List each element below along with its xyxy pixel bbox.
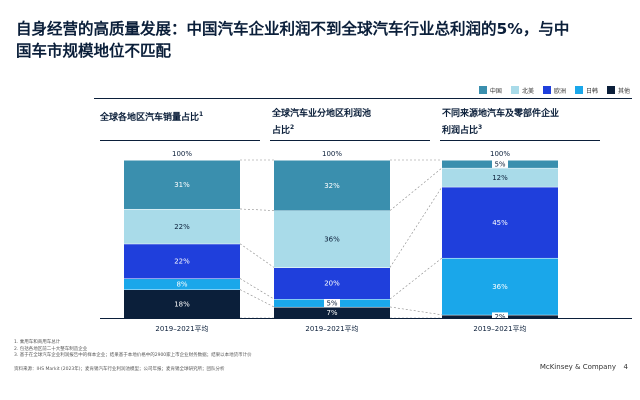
footnotes: 1. 乘用车和商用车总计 2. 包括各地区前二十大整车制造企业 3. 基于在全球…: [14, 340, 252, 360]
legend-item-europe: 欧洲: [542, 86, 566, 95]
legend-item-china: 中国: [478, 86, 502, 95]
legend-label-japan-korea: 日韩: [585, 87, 598, 95]
panel-divider-3: [440, 140, 600, 141]
panel-title-profit-pool-footnote-mark: 2: [290, 124, 295, 131]
page-title: 自身经营的高质量发展：中国汽车企业利润不到全球汽车行业总利润的5%，与中 国车市…: [16, 18, 632, 62]
data-label: 31%: [174, 181, 190, 189]
panel-title-profit-pool: 全球汽车业分地区利润池 占比2: [272, 108, 371, 138]
legend-label-europe: 欧洲: [553, 87, 566, 95]
header-divider: [94, 98, 632, 99]
panel-title-origin-profit-footnote-mark: 3: [478, 124, 483, 131]
connector-line: [239, 243, 275, 268]
legend-swatch-north-america: [510, 86, 519, 94]
bar-segment-2-北美: [442, 167, 558, 187]
bar-segment-0-欧洲: [124, 243, 240, 279]
legend-label-north-america: 北美: [521, 87, 534, 95]
bar-segment-0-北美: [124, 208, 240, 244]
panel-divider-2: [270, 140, 430, 141]
page-number: 4: [623, 363, 628, 371]
data-label: 5%: [326, 299, 337, 307]
bar-segment-1-其他: [274, 306, 390, 318]
data-label: 45%: [492, 219, 508, 227]
data-label: 22%: [174, 223, 190, 231]
category-label: 2019–2021平均: [473, 324, 526, 333]
legend-swatch-other: [606, 86, 615, 94]
bar-segment-0-其他: [124, 289, 240, 318]
source-note: 资料来源：IHS Markit (2023年)；麦肯锡汽车行业利润池模型；公司年…: [14, 367, 225, 372]
total-label: 100%: [490, 150, 510, 158]
legend-label-china: 中国: [489, 87, 502, 95]
legend: 中国 北美 欧洲 日韩 其他: [478, 84, 630, 96]
legend-swatch-japan-korea: [574, 86, 583, 94]
category-label: 2019–2021平均: [305, 324, 358, 333]
data-label: 36%: [492, 283, 508, 291]
small-label-bg: [492, 312, 508, 321]
data-label: 32%: [324, 182, 340, 190]
data-label: 36%: [324, 236, 340, 244]
connector-line: [389, 186, 443, 268]
panel-title-profit-pool-line1: 全球汽车业分地区利润池: [272, 109, 372, 119]
bar-segment-1-中国: [274, 160, 390, 211]
category-label: 2019–2021平均: [155, 324, 208, 333]
bar-segment-2-欧洲: [442, 186, 558, 258]
panel-divider-1: [100, 140, 260, 141]
footnote-1: 1. 乘用车和商用车总计: [14, 340, 61, 345]
total-label: 100%: [172, 150, 192, 158]
data-label: 7%: [326, 309, 337, 317]
data-label: 12%: [492, 174, 508, 182]
connector-line: [239, 289, 275, 308]
bar-segment-0-日韩: [124, 278, 240, 290]
bar-segment-1-北美: [274, 210, 390, 268]
title-line-1: 自身经营的高质量发展：中国汽车企业利润不到全球汽车行业总利润的5%，与中: [16, 20, 570, 38]
panel-title-origin-profit: 不同来源地汽车及零部件企业 利润占比3: [442, 108, 559, 138]
connector-line: [389, 257, 443, 300]
bar-segment-1-欧洲: [274, 267, 390, 300]
connector-line: [239, 208, 275, 211]
panel-title-profit-pool-line2: 占比2: [272, 124, 295, 136]
connector-line: [389, 306, 443, 316]
small-label-bg: [324, 298, 340, 307]
data-label: 22%: [174, 258, 190, 266]
legend-swatch-europe: [542, 86, 551, 94]
legend-label-other: 其他: [617, 87, 630, 95]
panel-title-sales-share-footnote-mark: 1: [199, 111, 204, 118]
legend-swatch-china: [478, 86, 487, 94]
legend-item-japan-korea: 日韩: [574, 86, 598, 95]
panel-title-sales-share-text: 全球各地区汽车销量占比: [100, 113, 200, 123]
panel-title-origin-profit-line2: 利润占比3: [442, 124, 483, 136]
bar-segment-0-中国: [124, 160, 240, 209]
connector-line: [389, 167, 443, 211]
panel-title-sales-share: 全球各地区汽车销量占比1: [100, 108, 203, 125]
title-line-2: 国车市规模地位不匹配: [16, 42, 172, 60]
data-label: 8%: [176, 281, 187, 289]
panel-title-origin-profit-line1: 不同来源地汽车及零部件企业: [442, 109, 560, 119]
data-label: 2%: [494, 313, 505, 321]
small-label-bg: [492, 159, 508, 168]
legend-item-north-america: 北美: [510, 86, 534, 95]
data-label: 5%: [494, 160, 505, 168]
footnote-2: 2. 包括各地区前二十大整车制造企业: [14, 346, 88, 352]
footnote-3: 3. 基于在全球汽车企业利润报告中的样本企业；结果基于本地价格中的2900家上市…: [14, 353, 252, 358]
brand-name: McKinsey & Company: [539, 363, 616, 371]
legend-item-other: 其他: [606, 86, 630, 95]
total-label: 100%: [322, 150, 342, 158]
bar-segment-2-日韩: [442, 257, 558, 315]
data-label: 20%: [324, 280, 340, 288]
connector-line: [239, 278, 275, 300]
data-label: 18%: [174, 300, 190, 308]
